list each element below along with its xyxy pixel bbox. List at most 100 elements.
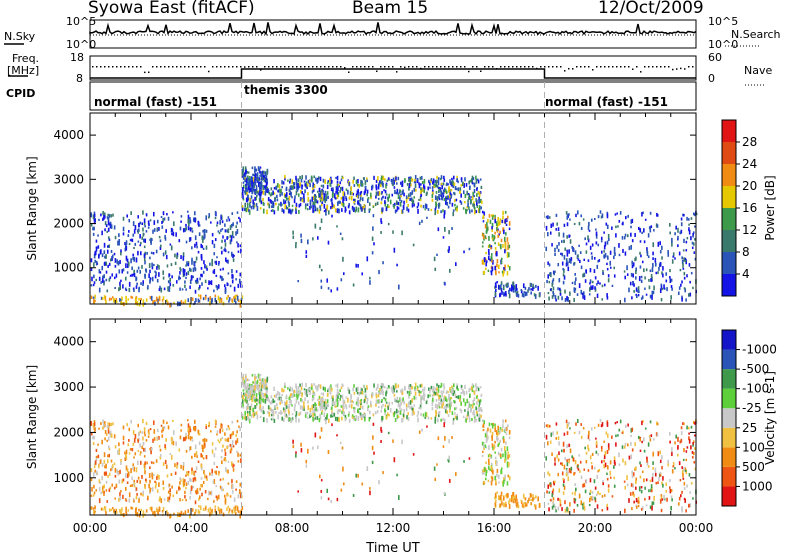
velocity-cell <box>266 398 269 401</box>
velocity-cell <box>232 484 234 489</box>
velocity-cell <box>501 480 504 484</box>
velocity-cell <box>108 488 111 492</box>
power-cell <box>369 276 371 280</box>
power-cell <box>239 218 241 223</box>
velocity-cell <box>162 426 164 432</box>
power-cell <box>560 240 563 243</box>
power-cell <box>312 204 314 209</box>
power-cell <box>239 299 242 304</box>
power-cell <box>680 222 683 227</box>
power-cell <box>230 236 233 242</box>
velocity-cell <box>179 498 181 502</box>
power-cell <box>580 289 583 295</box>
velocity-cell <box>615 442 617 447</box>
power-cell <box>472 177 475 181</box>
power-cell <box>359 204 362 208</box>
velocity-cell <box>494 440 496 444</box>
velocity-cell <box>273 394 276 398</box>
velocity-cell <box>392 385 395 390</box>
velocity-cell <box>103 471 106 476</box>
power-cell <box>506 271 509 276</box>
power-cell <box>570 256 573 261</box>
velocity-cell <box>133 456 135 459</box>
velocity-cell <box>551 452 553 456</box>
power-cell <box>488 235 490 241</box>
power-cell <box>387 222 390 226</box>
velocity-cell <box>122 435 125 441</box>
velocity-cell <box>338 408 341 413</box>
velocity-cell <box>204 489 207 494</box>
power-cell <box>503 293 506 296</box>
power-cell <box>288 202 290 206</box>
power-cell <box>274 196 276 201</box>
velocity-cell <box>90 468 93 473</box>
power-cell <box>567 297 569 302</box>
power-cell <box>505 223 508 226</box>
velocity-cell <box>370 403 372 408</box>
power-cell <box>481 210 484 214</box>
velocity-cell <box>569 502 571 507</box>
velocity-cell <box>261 384 264 389</box>
power-cell <box>326 278 329 283</box>
velocity-cell <box>609 460 612 465</box>
power-cell <box>142 280 145 285</box>
velocity-cell <box>312 417 314 422</box>
power-cell <box>555 213 558 217</box>
velocity-cell <box>475 386 478 392</box>
velocity-cell <box>552 431 554 436</box>
power-cell <box>602 270 604 273</box>
velocity-cell <box>117 471 119 476</box>
power-cell <box>529 282 532 288</box>
power-cell <box>487 249 490 253</box>
velocity-cell <box>236 430 238 434</box>
power-cell <box>506 254 509 258</box>
power-cell <box>273 210 276 215</box>
power-cell <box>171 227 173 233</box>
velocity-cell <box>110 433 113 438</box>
velocity-cell <box>472 384 475 388</box>
velocity-cell <box>413 395 416 400</box>
power-cell <box>127 263 129 269</box>
velocity-cell <box>242 373 245 379</box>
velocity-cell <box>94 505 96 510</box>
power-cell <box>189 227 192 232</box>
power-cell <box>651 276 653 282</box>
power-cell <box>494 282 497 288</box>
velocity-cell <box>504 458 506 463</box>
velocity-cell <box>270 413 273 417</box>
power-cell <box>125 263 127 269</box>
velocity-cell <box>325 416 327 421</box>
power-cell <box>388 205 390 208</box>
velocity-cell <box>335 394 338 399</box>
power-cell <box>270 205 273 208</box>
power-cell <box>506 285 508 288</box>
velocity-cell <box>460 384 463 388</box>
velocity-cell <box>312 395 314 398</box>
power-cell <box>313 184 316 189</box>
power-cell <box>296 188 299 192</box>
power-cell <box>659 264 662 267</box>
velocity-cell <box>306 391 309 395</box>
power-cell <box>158 227 160 231</box>
velocity-cell <box>266 394 269 397</box>
power-cell <box>151 276 154 282</box>
power-cell <box>95 278 98 282</box>
power-cell <box>312 208 314 214</box>
power-cell <box>651 267 654 272</box>
power-cell <box>248 208 250 213</box>
power-cell <box>649 294 652 299</box>
velocity-cell <box>654 472 657 477</box>
velocity-cell <box>191 436 193 439</box>
velocity-cell <box>285 400 288 405</box>
power-cell <box>247 194 249 198</box>
velocity-cell <box>575 487 577 492</box>
velocity-cell <box>397 410 400 414</box>
power-cell <box>465 210 467 215</box>
velocity-cell <box>552 488 555 492</box>
velocity-cell <box>119 508 121 513</box>
velocity-cell <box>440 398 443 402</box>
power-cell <box>105 270 108 274</box>
power-cell <box>341 196 344 199</box>
power-cell <box>99 271 102 274</box>
velocity-cell <box>482 469 484 473</box>
